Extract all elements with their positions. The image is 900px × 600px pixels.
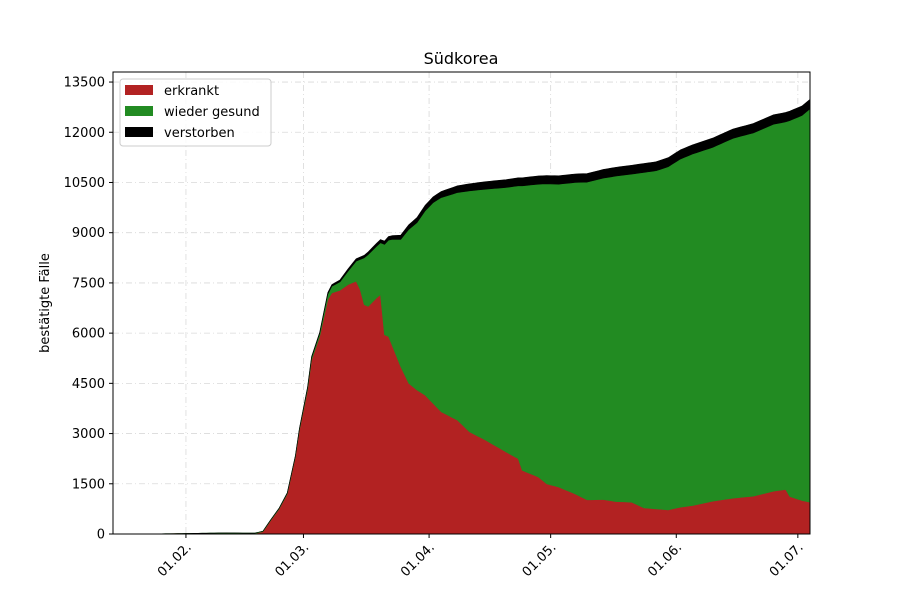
y-tick-label: 4500: [72, 377, 105, 392]
legend-swatch-erkrankt: [125, 85, 153, 95]
plot-frame: [112, 71, 811, 535]
y-tick-label: 0: [97, 528, 105, 543]
y-tick-label: 7500: [72, 276, 105, 291]
y-tick-label: 6000: [72, 327, 105, 342]
y-tick-label: 13500: [64, 76, 105, 91]
legend-swatch-wieder-gesund: [125, 106, 153, 116]
legend-label-erkrankt: erkrankt: [164, 84, 219, 99]
y-axis-title: bestätigte Fälle: [38, 253, 53, 353]
y-tick-label: 12000: [64, 126, 105, 141]
y-tick-label: 1500: [72, 477, 105, 492]
legend-label-verstorben: verstorben: [164, 126, 235, 141]
y-tick-label: 10500: [64, 176, 105, 191]
y-tick-label: 9000: [72, 226, 105, 241]
legend: erkrankt wieder gesund verstorben: [119, 78, 272, 147]
legend-frame: [119, 78, 272, 147]
y-axis: 0 1500 3000 4500 6000 7500 9000 10500 12000 13500: [64, 76, 113, 543]
chart-title: Südkorea: [424, 49, 499, 68]
legend-swatch-verstorben: [125, 127, 153, 137]
legend-label-wieder-gesund: wieder gesund: [164, 105, 260, 120]
y-tick-label: 3000: [72, 427, 105, 442]
